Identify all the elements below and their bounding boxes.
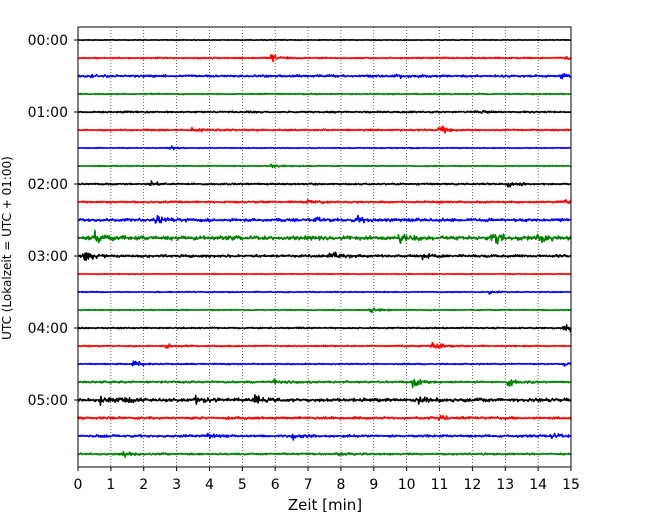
trace-0000 bbox=[77, 38, 572, 42]
x-tick-label: 5 bbox=[238, 477, 247, 493]
x-tick-label: 13 bbox=[496, 477, 514, 493]
vertical-grid bbox=[110, 27, 539, 467]
trace-0545 bbox=[77, 450, 572, 458]
y-tick-label: 02:00 bbox=[28, 177, 68, 193]
trace-0345 bbox=[77, 307, 572, 314]
trace-0500 bbox=[77, 394, 572, 406]
y-tick-label: 04:00 bbox=[28, 321, 68, 337]
trace-0130 bbox=[77, 145, 572, 151]
trace-0230 bbox=[77, 214, 572, 224]
trace-0445 bbox=[77, 378, 572, 389]
y-tick-label: 05:00 bbox=[28, 393, 68, 409]
trace-0245 bbox=[77, 229, 572, 245]
x-tick-label: 2 bbox=[139, 477, 148, 493]
trace-0530 bbox=[77, 432, 572, 441]
trace-0015 bbox=[77, 54, 572, 63]
trace-0045 bbox=[77, 92, 572, 96]
trace-0415 bbox=[77, 341, 572, 349]
trace-0315 bbox=[77, 272, 572, 276]
x-tick-label: 12 bbox=[463, 477, 481, 493]
x-tick-label: 3 bbox=[172, 477, 181, 493]
trace-0515 bbox=[77, 414, 572, 421]
trace-0100 bbox=[77, 109, 572, 114]
trace-0400 bbox=[77, 324, 572, 333]
x-tick-label: 10 bbox=[398, 477, 416, 493]
x-tick-label: 1 bbox=[106, 477, 115, 493]
plot-area bbox=[78, 27, 571, 467]
y-axis: 00:00 01:00 02:00 03:00 04:00 05:00 bbox=[28, 33, 78, 409]
x-tick-label: 9 bbox=[369, 477, 378, 493]
x-tick-label: 4 bbox=[205, 477, 214, 493]
trace-0430 bbox=[77, 360, 572, 367]
x-tick-label: 11 bbox=[431, 477, 449, 493]
x-tick-label: 8 bbox=[336, 477, 345, 493]
trace-0030 bbox=[77, 72, 572, 80]
trace-0200 bbox=[77, 180, 572, 188]
x-tick-label: 0 bbox=[74, 477, 83, 493]
y-tick-label: 00:00 bbox=[28, 33, 68, 49]
trace-0145 bbox=[77, 163, 572, 169]
trace-0330 bbox=[77, 290, 572, 295]
trace-0215 bbox=[77, 198, 572, 205]
plot-frame bbox=[77, 26, 572, 468]
seismic-traces bbox=[77, 38, 572, 458]
x-tick-label: 7 bbox=[304, 477, 313, 493]
x-tick-label: 6 bbox=[271, 477, 280, 493]
x-tick-label: 15 bbox=[562, 477, 580, 493]
y-axis-label: UTC (Lokalzeit = UTC + 01:00) bbox=[0, 156, 14, 340]
x-axis: 0 1 2 3 4 5 6 7 8 9 10 11 12 13 14 15 bbox=[74, 467, 580, 493]
x-tick-label: 14 bbox=[529, 477, 547, 493]
trace-0300 bbox=[77, 251, 572, 261]
trace-0115 bbox=[77, 125, 572, 134]
y-tick-label: 03:00 bbox=[28, 249, 68, 265]
y-tick-label: 01:00 bbox=[28, 105, 68, 121]
x-axis-label: Zeit [min] bbox=[288, 496, 362, 514]
